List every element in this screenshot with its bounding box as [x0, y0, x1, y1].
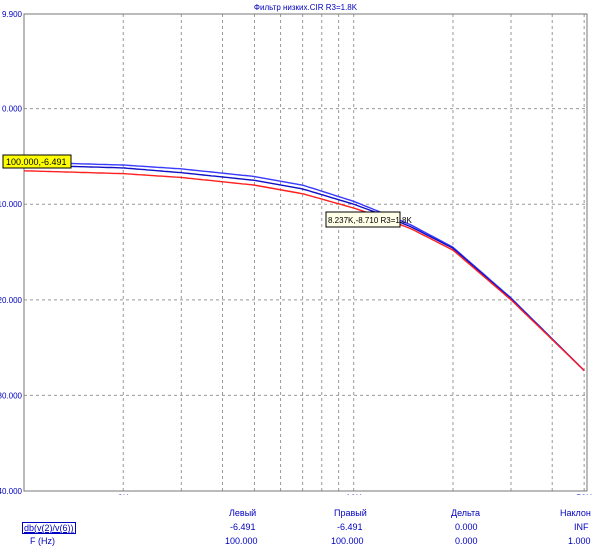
chart-title: Фильтр низких.CIR R3=1.8K	[254, 3, 358, 12]
y-tick-label: -30.000	[0, 391, 23, 400]
value: -6.491	[337, 522, 363, 532]
y-tick-label: -40.000	[0, 487, 23, 495]
chart: 9.900 0.000 -10.000 -20.000 -30.000 -40.000 2K…	[0, 3, 592, 495]
x-tick-label: 10K	[346, 493, 362, 495]
series-line-curve-1	[24, 161, 585, 372]
header-slope: Наклон	[560, 508, 591, 518]
value: -6.491	[230, 522, 256, 532]
cursor-label: 100.000,-6.491	[6, 157, 67, 167]
y-tick-label: 0.000	[2, 105, 23, 114]
x-tick-label: 2K	[118, 493, 129, 495]
value: 0.000	[455, 522, 478, 532]
header-left: Левый	[229, 508, 257, 518]
point-label-box	[325, 211, 401, 228]
y-tick-label: 9.900	[2, 10, 23, 19]
header-right: Правый	[334, 508, 367, 518]
row-label: F (Hz)	[30, 536, 55, 546]
value: INF	[574, 522, 589, 532]
x-tick-label: 50K	[576, 493, 592, 495]
value: 0.000	[455, 536, 478, 546]
series-line-curve-2	[23, 164, 585, 372]
plot-frame	[23, 13, 588, 492]
y-tick-label: -10.000	[0, 200, 23, 209]
series-line-curve-3	[23, 170, 585, 372]
point-label: 8.237K,-8.710 R3=1.8K	[328, 216, 413, 225]
expression-link[interactable]: db(v(2)/v(6))	[22, 522, 76, 534]
y-tick-label: -20.000	[0, 296, 23, 305]
value: 100.000	[225, 536, 258, 546]
cursor-label-box	[2, 154, 72, 169]
value: 1.000	[568, 536, 591, 546]
value: 100.000	[331, 536, 364, 546]
header-delta: Дельта	[451, 508, 481, 518]
